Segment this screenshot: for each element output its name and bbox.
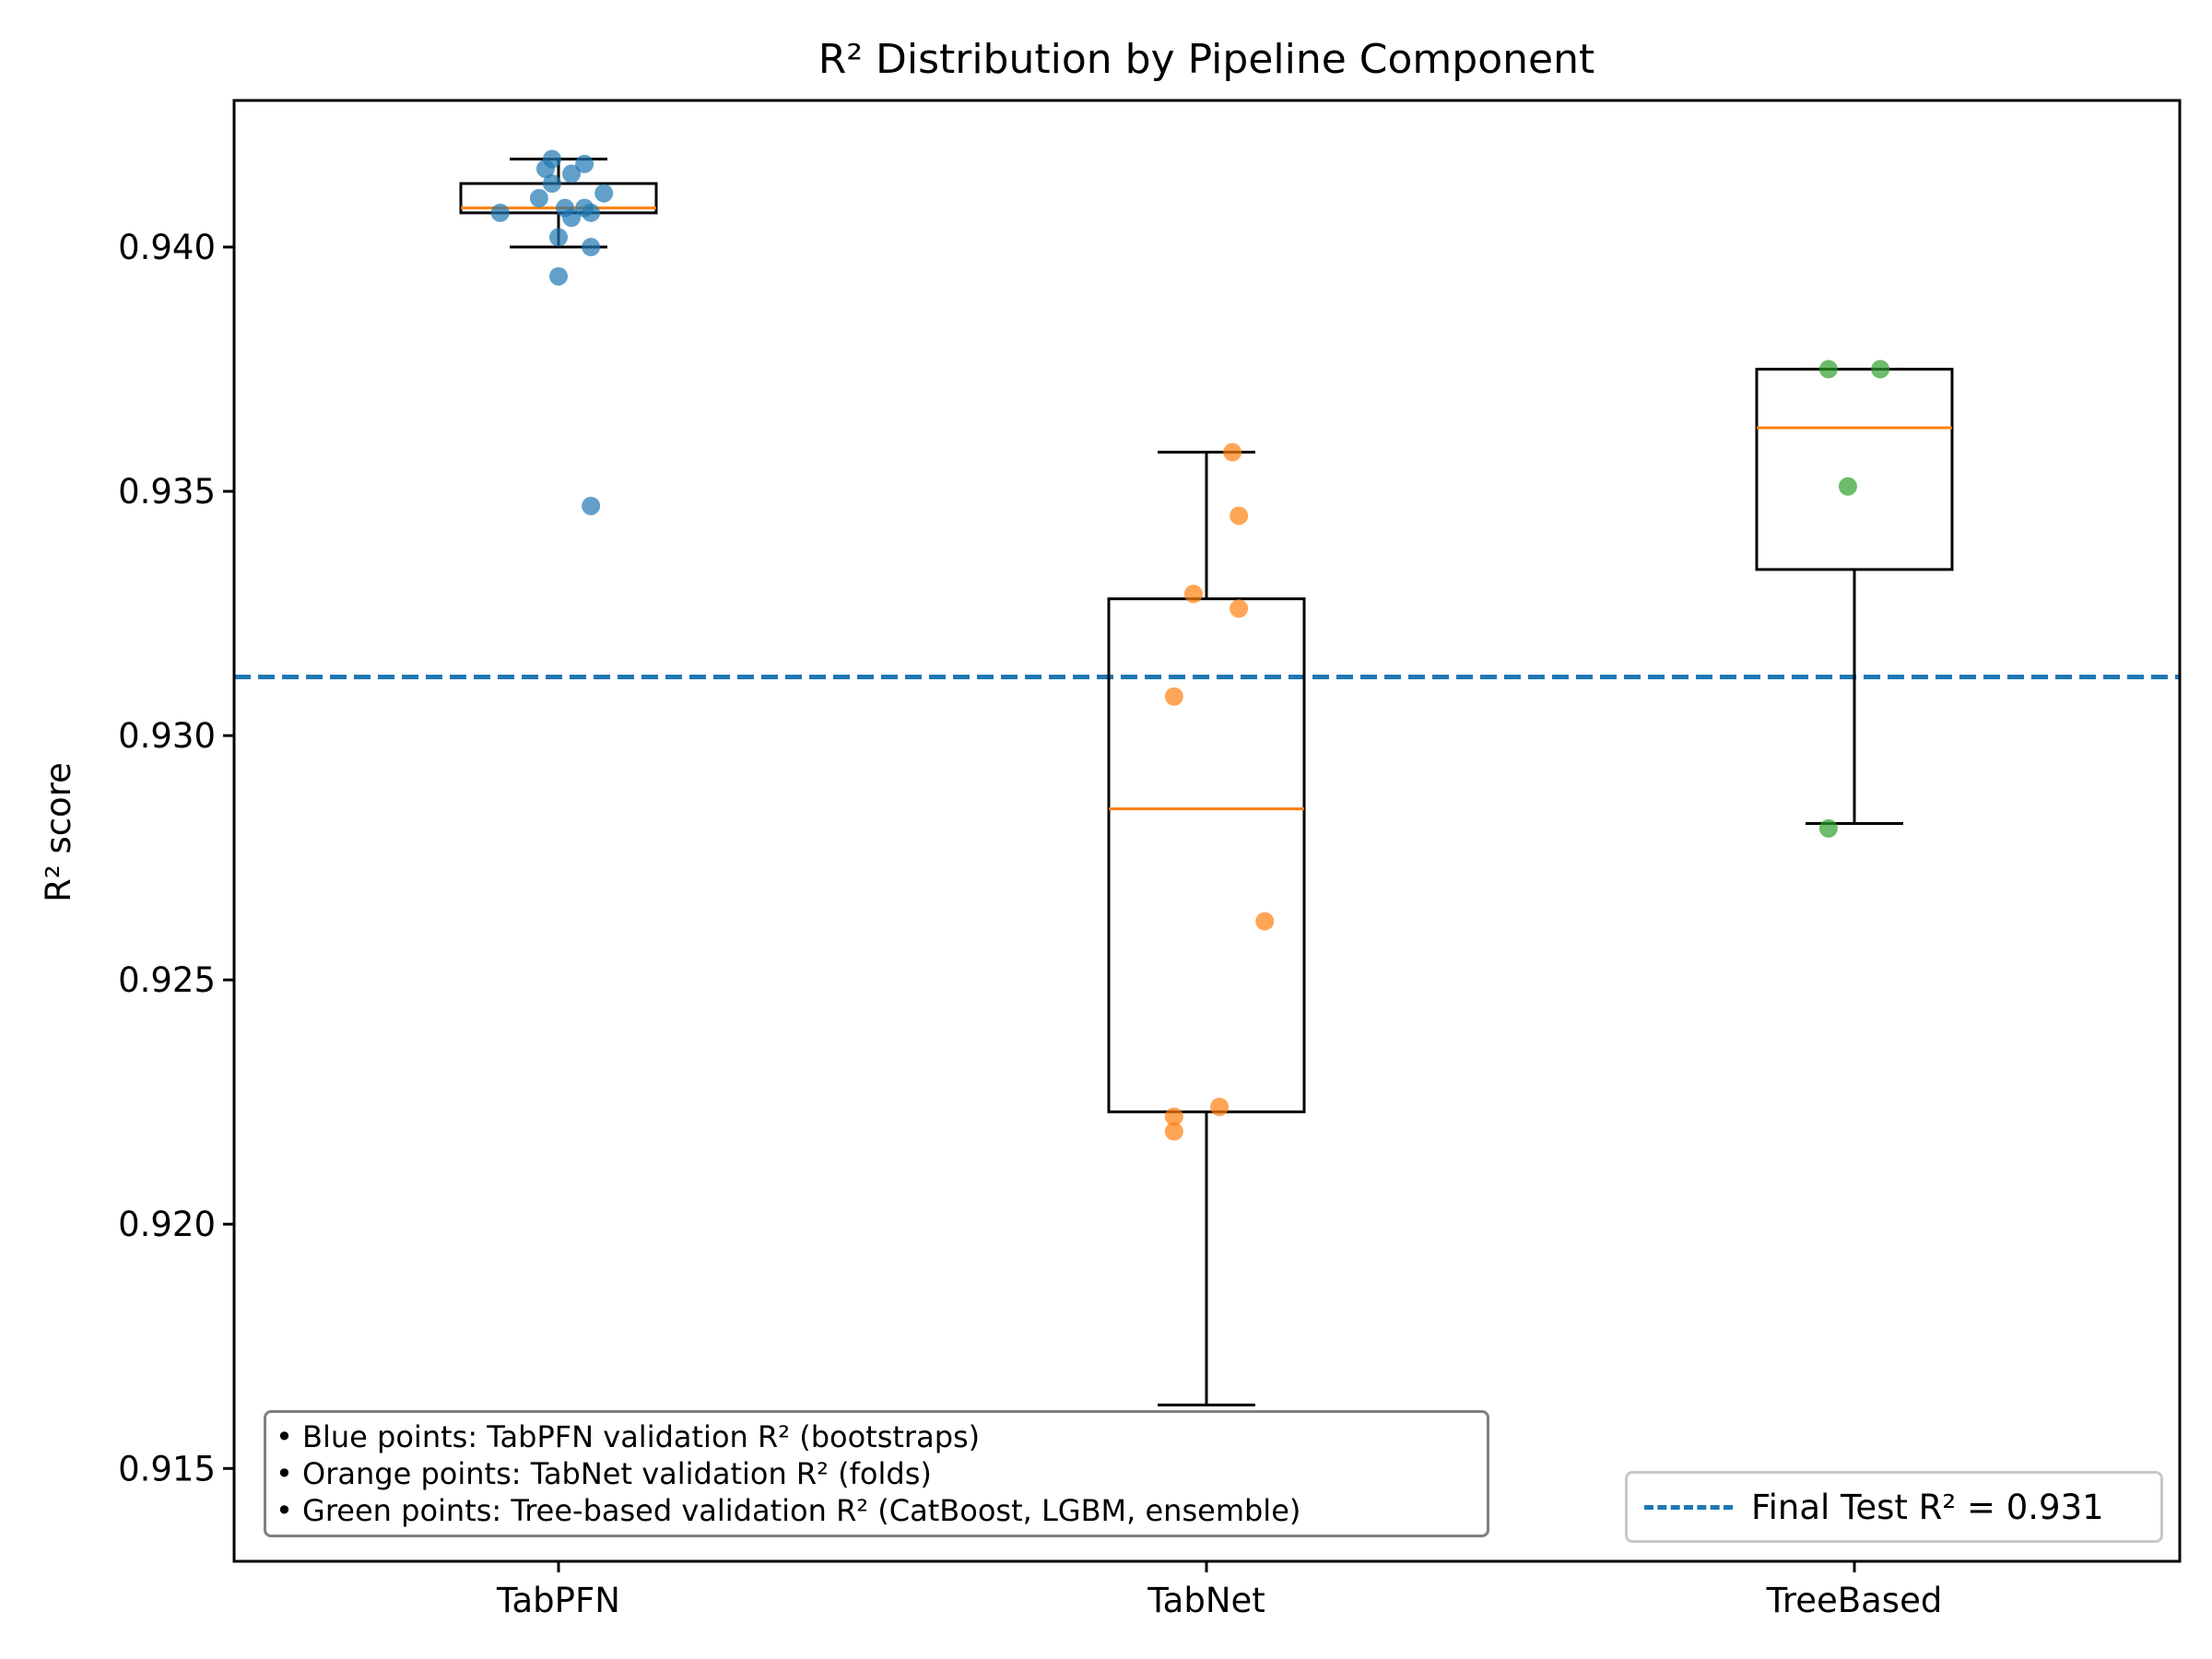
data-point bbox=[1818, 359, 1838, 379]
data-point bbox=[562, 164, 582, 183]
x-tick-label: TabPFN bbox=[496, 1581, 620, 1620]
data-point bbox=[549, 266, 568, 286]
y-tick-label: 0.935 bbox=[118, 472, 216, 512]
annotation-box: • Blue points: TabPFN validation R² (boo… bbox=[264, 1410, 1489, 1537]
legend: Final Test R² = 0.931 bbox=[1625, 1471, 2163, 1543]
data-point bbox=[549, 228, 568, 247]
y-tick-label: 0.920 bbox=[118, 1205, 216, 1244]
chart-title: R² Distribution by Pipeline Component bbox=[818, 36, 1594, 83]
box-iqr bbox=[1107, 597, 1306, 1113]
data-point bbox=[1164, 687, 1183, 706]
y-tick-label: 0.940 bbox=[118, 228, 216, 267]
data-point bbox=[529, 189, 548, 208]
legend-label: Final Test R² = 0.931 bbox=[1751, 1487, 2104, 1527]
note-green-points: • Green points: Tree-based validation R²… bbox=[276, 1493, 1301, 1528]
points-tabpfn bbox=[490, 149, 614, 515]
data-point bbox=[1183, 584, 1203, 604]
y-tick-label: 0.925 bbox=[118, 960, 216, 1000]
points-layer bbox=[490, 149, 1890, 1141]
y-tick-label: 0.930 bbox=[118, 716, 216, 756]
data-point bbox=[1838, 477, 1857, 496]
data-point bbox=[582, 496, 601, 515]
data-point bbox=[594, 183, 614, 203]
box-iqr bbox=[1755, 368, 1954, 571]
plot-frame bbox=[232, 99, 2182, 1563]
y-tick-label: 0.915 bbox=[118, 1449, 216, 1488]
data-point bbox=[562, 208, 582, 228]
note-orange-points: • Orange points: TabNet validation R² (f… bbox=[276, 1456, 932, 1491]
data-point bbox=[1164, 1122, 1183, 1141]
data-point bbox=[1230, 599, 1249, 618]
boxes-layer bbox=[459, 158, 1954, 1406]
data-point bbox=[1818, 818, 1838, 838]
data-point bbox=[1230, 506, 1249, 525]
data-point bbox=[1871, 359, 1890, 379]
points-tabnet bbox=[1164, 442, 1275, 1141]
axes-layer: 0.915 0.920 0.925 0.930 0.935 0.940 TabPFN TabN… bbox=[118, 228, 1942, 1620]
data-point bbox=[582, 238, 601, 257]
data-point bbox=[1164, 1107, 1183, 1126]
x-tick-label: TreeBased bbox=[1766, 1581, 1943, 1620]
y-axis-label: R² score bbox=[39, 762, 78, 902]
data-point bbox=[542, 174, 561, 194]
points-treebased bbox=[1818, 359, 1890, 838]
data-point bbox=[1255, 912, 1275, 931]
box-tabnet bbox=[1107, 451, 1306, 1406]
legend-dashed-line-swatch bbox=[1644, 1493, 1733, 1521]
data-point bbox=[1223, 442, 1242, 462]
box-treebased bbox=[1755, 368, 1954, 826]
note-blue-points: • Blue points: TabPFN validation R² (boo… bbox=[276, 1419, 981, 1454]
data-point bbox=[490, 203, 510, 222]
data-point bbox=[1210, 1098, 1230, 1117]
data-point bbox=[535, 159, 555, 179]
x-tick-label: TabNet bbox=[1147, 1581, 1265, 1620]
data-point bbox=[582, 203, 601, 222]
data-point bbox=[575, 154, 594, 173]
